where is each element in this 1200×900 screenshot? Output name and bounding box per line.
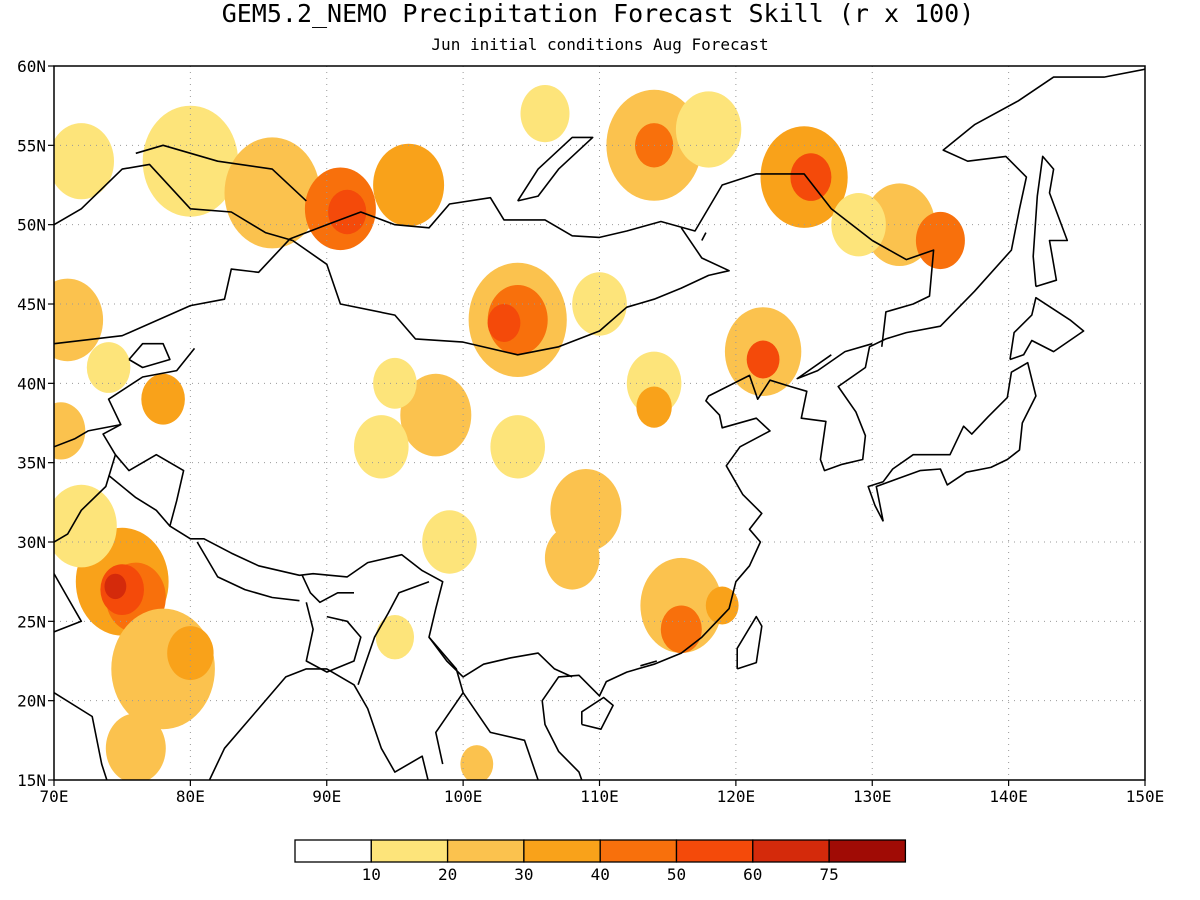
y-tick-label: 15N [17, 771, 46, 790]
coastline-path [54, 163, 293, 242]
x-tick-label: 80E [176, 787, 205, 806]
colorbar-label: 10 [362, 865, 381, 884]
x-tick-label: 150E [1126, 787, 1165, 806]
skill-contour [54, 402, 86, 460]
x-tick-label: 140E [989, 787, 1028, 806]
skill-contour [328, 189, 367, 235]
coastline-path [54, 423, 121, 448]
skill-contour [375, 615, 414, 660]
colorbar-swatch [294, 839, 372, 863]
coastline-path [581, 696, 614, 730]
x-tick-label: 110E [580, 787, 619, 806]
coastline-path [640, 660, 658, 667]
skill-contour [105, 713, 166, 780]
skill-contour [104, 573, 127, 600]
skill-contour [490, 415, 545, 479]
colorbar-label: 50 [667, 865, 686, 884]
x-tick-label: 90E [312, 787, 341, 806]
skill-contour [141, 373, 185, 425]
y-tick-label: 30N [17, 533, 46, 552]
skill-contour [790, 153, 832, 201]
lat-lon-grid [54, 66, 1145, 780]
coastline-path [196, 541, 300, 602]
x-tick-label: 100E [444, 787, 483, 806]
coastline-path [305, 602, 362, 673]
colorbar-label: 20 [438, 865, 457, 884]
coastline-path [1032, 155, 1069, 288]
coastlines-and-borders [54, 68, 1145, 828]
coastline-path [796, 342, 873, 380]
y-tick-label: 20N [17, 692, 46, 711]
coastline-path [135, 144, 307, 202]
skill-contour [915, 211, 965, 270]
colorbar-swatch [370, 839, 449, 863]
colorbar-swatch [752, 839, 830, 863]
x-tick-label: 120E [717, 787, 756, 806]
colorbar-swatch [828, 839, 907, 863]
colorbar-label: 60 [743, 865, 762, 884]
coastline-path [128, 342, 171, 369]
colorbar-label: 75 [819, 865, 838, 884]
skill-contour [167, 626, 214, 681]
skill-contour [400, 373, 472, 457]
skill-contour [705, 586, 739, 625]
colorbar-legend: 10 20 30 40 50 60 75 [294, 839, 907, 884]
coastline-path [292, 227, 730, 356]
coastline-path [867, 361, 1037, 522]
coastline-path [54, 573, 83, 633]
coastline-path [736, 615, 763, 670]
x-tick-label: 130E [853, 787, 892, 806]
y-tick-label: 25N [17, 612, 46, 631]
skill-contour [373, 357, 417, 409]
skill-contour [460, 745, 494, 780]
skill-contour [675, 91, 742, 168]
skill-contour [54, 484, 117, 568]
coastline-path [428, 636, 464, 765]
skill-contour [224, 137, 320, 249]
coastline-path [1009, 296, 1085, 361]
skill-contour [544, 526, 600, 590]
skill-contour [373, 143, 445, 227]
skill-contour [520, 85, 570, 143]
skill-contour [487, 304, 521, 342]
skill-contour [354, 415, 409, 479]
y-tick-label: 60N [17, 57, 46, 76]
skill-contour [746, 340, 780, 379]
coastline-path [102, 347, 573, 678]
coastline-path [490, 788, 565, 828]
coastline-path [301, 574, 354, 604]
coastline-path [462, 692, 539, 780]
skill-contour [86, 342, 131, 393]
colorbar-swatch [599, 839, 678, 863]
colorbar-swatch [446, 839, 525, 863]
y-tick-label: 55N [17, 136, 46, 155]
colorbar-label: 30 [514, 865, 533, 884]
coastline-path [701, 232, 707, 241]
colorbar-label: 40 [591, 865, 610, 884]
skill-contour [660, 605, 702, 654]
coastline-path [357, 580, 430, 686]
map-subtitle: Jun initial conditions Aug Forecast [431, 35, 768, 54]
axis-ticks: 70E 80E 90E 100E 110E 120E 130E 140E 150E 15N 20N 2… [17, 57, 1164, 806]
skill-contour [142, 105, 239, 217]
skill-contour [422, 510, 477, 574]
coastline-path [54, 173, 935, 347]
coastline-path [517, 136, 594, 202]
skill-contour [54, 123, 114, 200]
coastline-path [54, 68, 1145, 780]
skill-contour [636, 386, 672, 428]
y-tick-label: 40N [17, 374, 46, 393]
map-title: GEM5.2_NEMO Precipitation Forecast Skill… [222, 0, 975, 28]
x-tick-label: 70E [40, 787, 69, 806]
y-tick-label: 45N [17, 295, 46, 314]
y-tick-label: 50N [17, 216, 46, 235]
y-tick-label: 35N [17, 454, 46, 473]
coastline-path [108, 474, 171, 527]
colorbar-swatch [523, 839, 601, 863]
colorbar-swatch [675, 839, 754, 863]
skill-contour [54, 278, 104, 362]
